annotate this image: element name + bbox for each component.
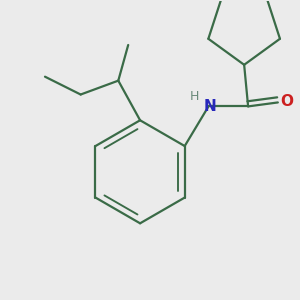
Text: N: N: [204, 99, 217, 114]
Text: H: H: [190, 90, 199, 103]
Text: O: O: [280, 94, 293, 109]
